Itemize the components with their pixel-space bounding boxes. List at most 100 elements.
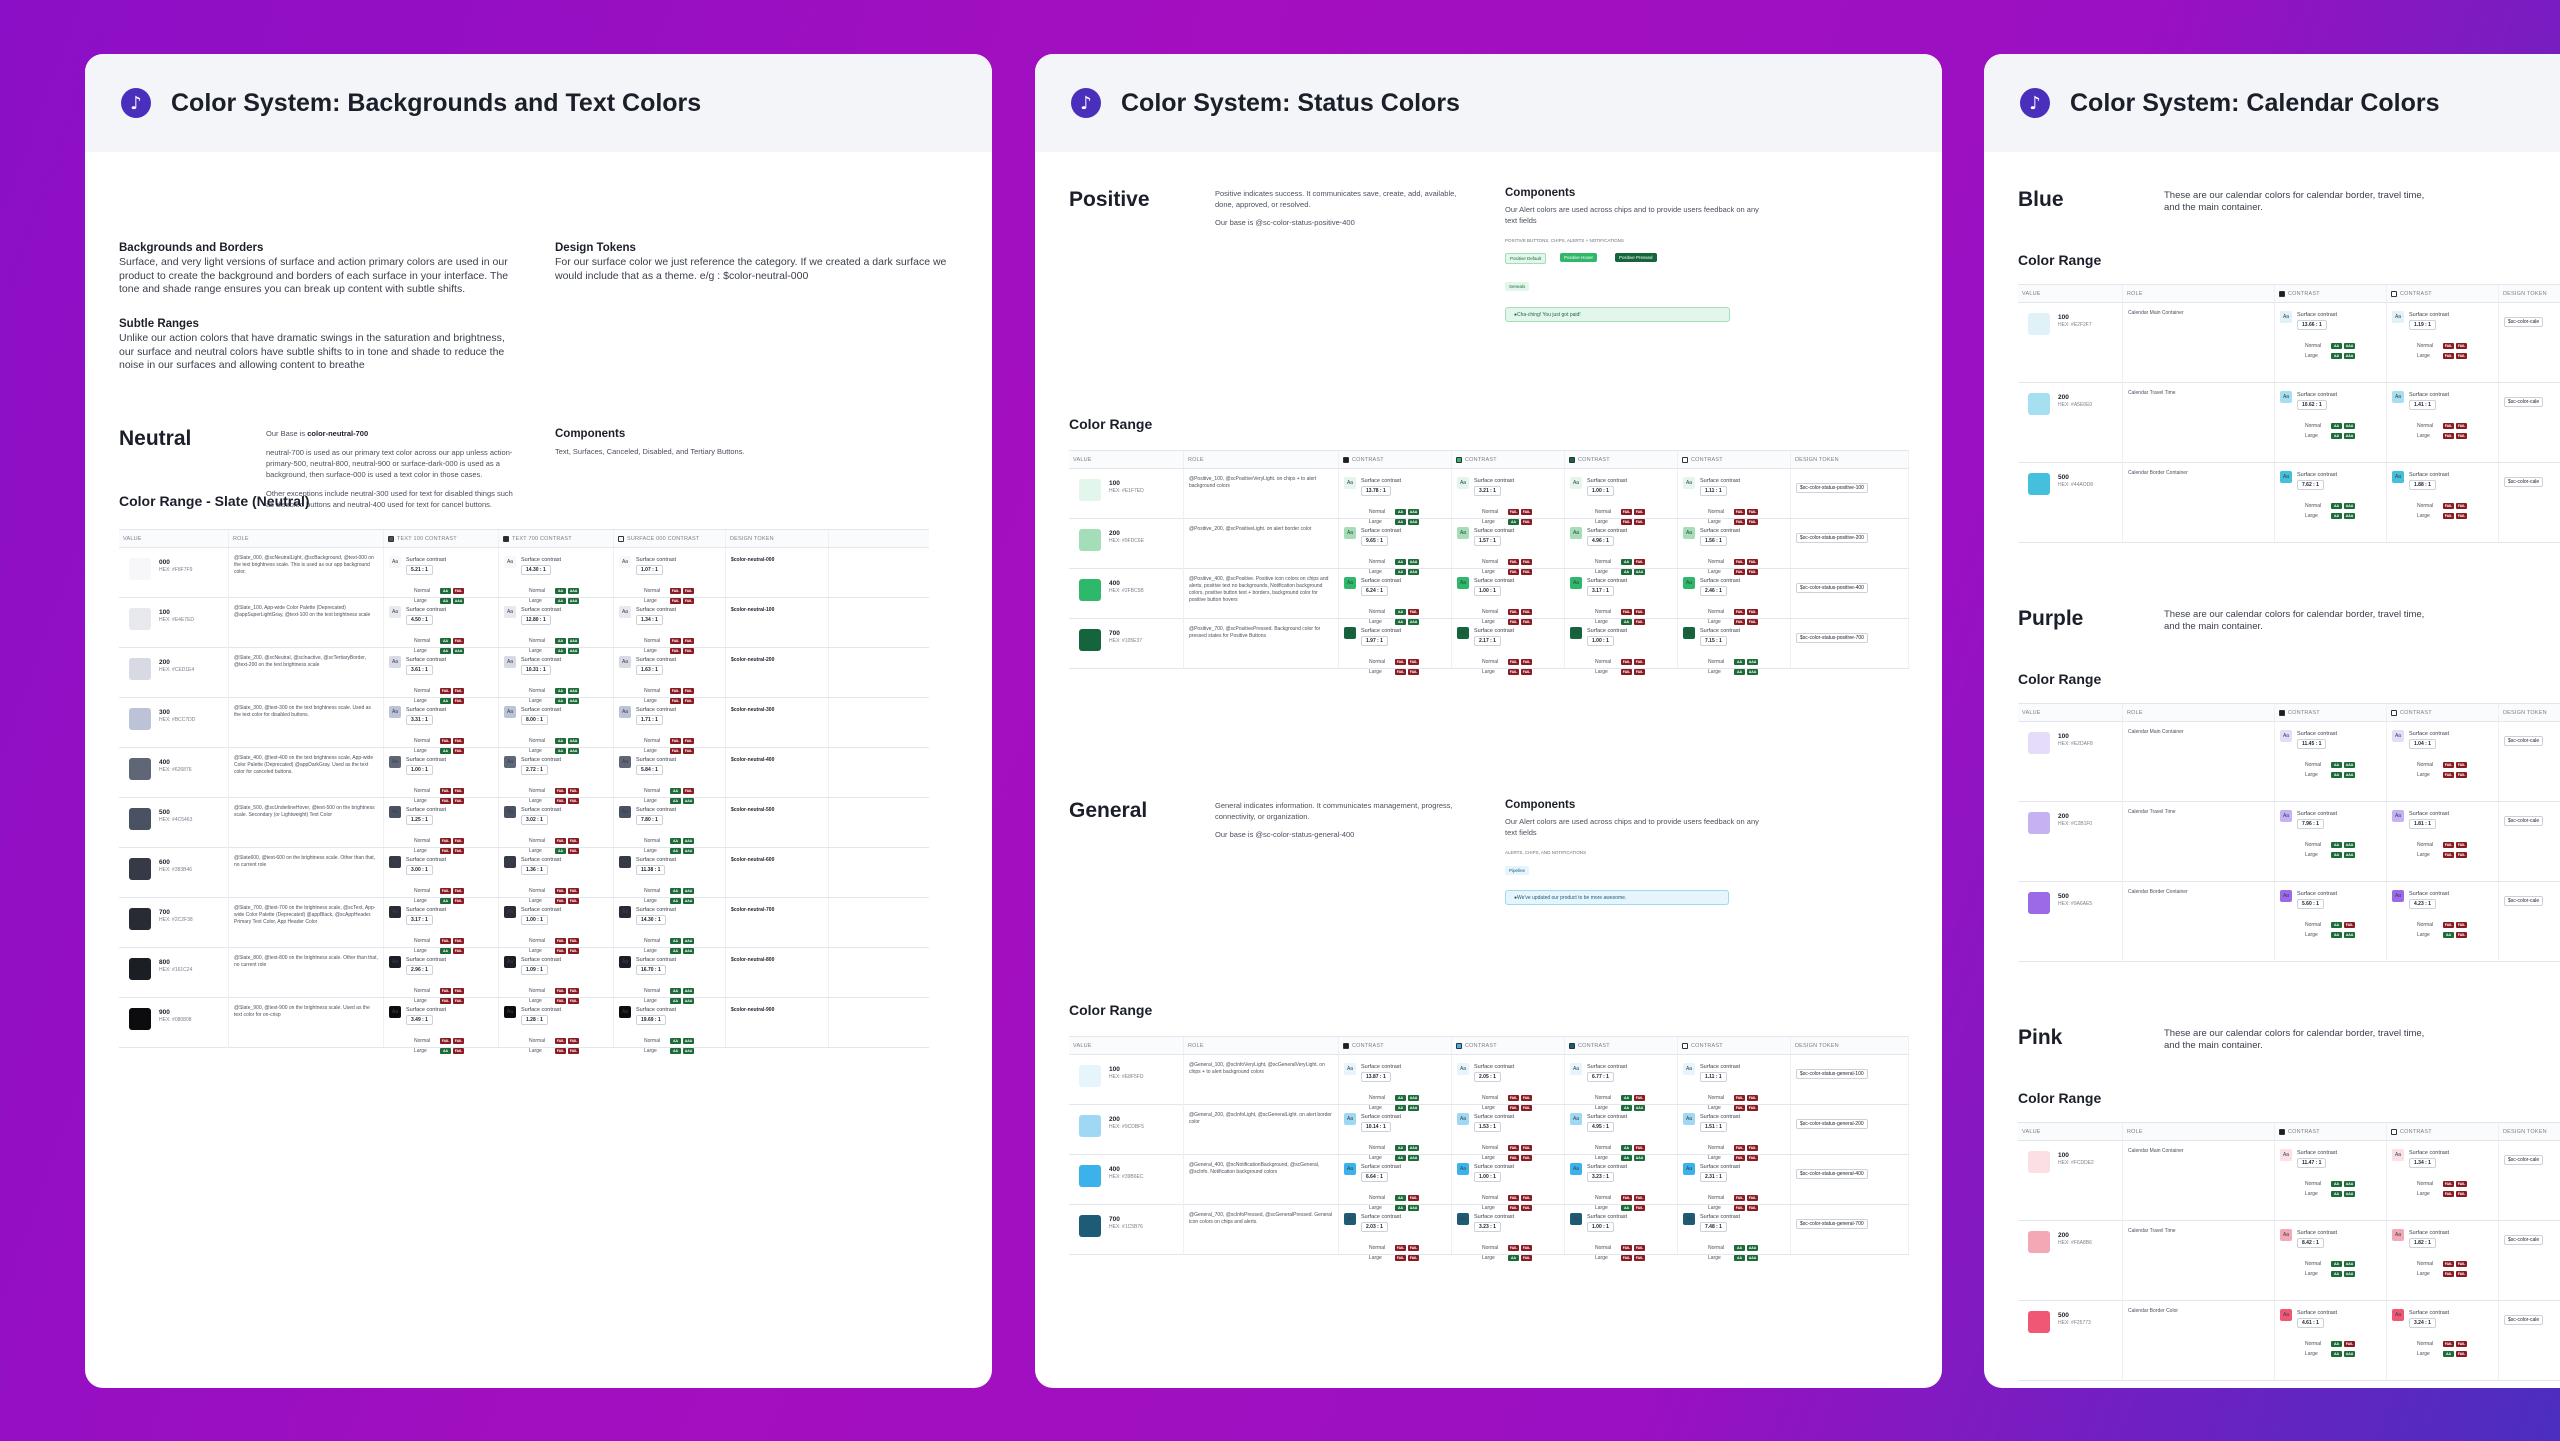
header-swatch [2279, 710, 2285, 716]
range-title: Color Range [1069, 1002, 1153, 1018]
wcag-badge: AA [555, 598, 566, 604]
normal-label: Normal [1708, 609, 1725, 615]
wcag-badge: AAA [568, 598, 579, 604]
wcag-badge: FAIL [2344, 1341, 2355, 1347]
wcag-badge: AAA [1747, 1245, 1758, 1251]
color-swatch [2028, 1231, 2050, 1253]
contrast-cell: Aa Surface contrast 13.66 : 1 Normal Large AA… [2275, 303, 2387, 382]
table-header-cell: SURFACE 000 CONTRAST [614, 530, 726, 547]
chip-positive-hover[interactable]: Positive Hover [1560, 253, 1598, 262]
color-swatch [1079, 579, 1101, 601]
shade-name: 200 [1109, 1116, 1120, 1123]
wcag-badge: FAIL [2443, 353, 2454, 359]
token-cell: $sc-color-status-general-200 [1791, 1105, 1909, 1154]
role-cell: @Slate_300, @text-300 on the text bright… [229, 698, 384, 747]
role-cell: @General_700, @scInfoPressed, @scGeneral… [1184, 1205, 1339, 1254]
wcag-badge: FAIL [2456, 513, 2467, 519]
wcag-badge: FAIL [1521, 519, 1532, 525]
wcag-badge: AA [2331, 842, 2342, 848]
chip-pipeline[interactable]: Pipeline [1505, 866, 1530, 875]
contrast-ratio: 5.60 : 1 [2297, 899, 2324, 909]
wcag-badge: AA [670, 898, 681, 904]
contrast-label: Surface contrast [406, 707, 447, 713]
table-header-cell: CONTRAST [1678, 1037, 1791, 1054]
page-title: Color System: Backgrounds and Text Color… [171, 88, 702, 117]
wcag-badge: FAIL [555, 788, 566, 794]
contrast-ratio: 14.30 : 1 [636, 915, 666, 925]
normal-label: Normal [1595, 1095, 1612, 1101]
design-token: $sc-color-cale [2504, 896, 2544, 906]
header-swatch [2391, 1129, 2397, 1135]
wcag-badge: AA [440, 898, 451, 904]
wcag-badge: FAIL [683, 648, 694, 654]
contrast-ratio: 5.21 : 1 [406, 565, 433, 575]
design-token: $color-neutral-000 [731, 557, 775, 563]
contrast-cell: Aa Surface contrast 4.95 : 1 Normal Large AA F… [1565, 1105, 1678, 1161]
wcag-badge: FAIL [440, 688, 451, 694]
wcag-badge: AA [1395, 559, 1406, 565]
contrast-swatch: Aa [2280, 391, 2292, 403]
contrast-label: Surface contrast [2297, 392, 2338, 398]
wcag-badge: AA [1734, 1245, 1745, 1251]
wcag-badge: AAA [1408, 519, 1419, 525]
wcag-badge: FAIL [1508, 669, 1519, 675]
token-cell: $sc-color-cale [2499, 1301, 2560, 1380]
wcag-badge: AA [2443, 1351, 2454, 1357]
wcag-badge: FAIL [2443, 1261, 2454, 1267]
value-cell: 700 HEX: #1C5B76 [1069, 1205, 1184, 1255]
table-row: 900 HEX: #080808 @Slate_900, @text-900 on … [119, 998, 929, 1054]
hex-value: HEX: #E8F5FD [1109, 1074, 1144, 1080]
wcag-badge: FAIL [1395, 1255, 1406, 1261]
contrast-ratio: 1.63 : 1 [636, 665, 663, 675]
contrast-ratio: 4.23 : 1 [2409, 899, 2436, 909]
role-cell: @Slate_800, @text-800 on the brightness … [229, 948, 384, 997]
contrast-label: Surface contrast [1587, 628, 1628, 634]
color-swatch [1079, 1065, 1101, 1087]
shade-name: 300 [159, 709, 170, 716]
chip-positive-default[interactable]: Positive Default [1505, 253, 1547, 264]
contrast-ratio: 4.50 : 1 [406, 615, 433, 625]
role-cell: @Slate_200, @scNeutral, @scInactive, @sc… [229, 648, 384, 697]
shade-name: 200 [1109, 530, 1120, 537]
hex-value: HEX: #E4E7ED [159, 617, 195, 623]
role-cell: @General_100, @scInfoVeryLight, @scGener… [1184, 1055, 1339, 1104]
wcag-badge: FAIL [1521, 609, 1532, 615]
header-swatch [1682, 1043, 1688, 1049]
wcag-badge: AA [1621, 1155, 1632, 1161]
normal-label: Normal [1369, 559, 1386, 565]
general-description: General indicates information. It commun… [1215, 801, 1453, 839]
wcag-badge: FAIL [453, 738, 464, 744]
wcag-badge: AAA [2344, 1181, 2355, 1187]
role-cell: Calendar Main Container [2123, 303, 2275, 382]
contrast-swatch: Aa [1683, 527, 1695, 539]
contrast-swatch: Aa [1344, 577, 1356, 589]
contrast-label: Surface contrast [2297, 472, 2338, 478]
token-cell: $color-neutral-100 [726, 598, 829, 647]
large-label: Large [2305, 1351, 2318, 1357]
contrast-label: Surface contrast [1700, 578, 1741, 584]
wcag-badge: FAIL [2456, 503, 2467, 509]
wcag-badge: FAIL [683, 788, 694, 794]
contrast-ratio: 1.56 : 1 [1700, 536, 1727, 546]
wcag-badge: FAIL [2456, 932, 2467, 938]
design-token: $sc-color-status-positive-100 [1796, 483, 1868, 493]
normal-label: Normal [1482, 609, 1499, 615]
normal-label: Normal [1482, 559, 1499, 565]
contrast-cell: Aa Surface contrast 11.45 : 1 Normal Large AA… [2275, 722, 2387, 801]
contrast-swatch: Aa [1683, 1213, 1695, 1225]
large-label: Large [414, 848, 427, 854]
hex-value: HEX: #CED1E4 [159, 667, 195, 673]
wcag-badge: FAIL [1621, 669, 1632, 675]
table-header-cell: CONTRAST [2275, 1123, 2387, 1140]
wcag-badge: AA [555, 698, 566, 704]
wcag-badge: FAIL [1408, 669, 1419, 675]
wcag-badge: AA [440, 1048, 451, 1054]
contrast-cell: Aa Surface contrast 6.24 : 1 Normal Large AA F… [1339, 569, 1452, 625]
wcag-badge: FAIL [453, 688, 464, 694]
chip-positive-pressed[interactable]: Positive Pressed [1615, 253, 1657, 262]
contrast-ratio: 8.00 : 1 [521, 715, 548, 725]
wcag-badge: FAIL [1521, 559, 1532, 565]
wcag-badge: FAIL [453, 898, 464, 904]
table-header-cell: VALUE [119, 530, 229, 547]
contrast-ratio: 1.00 : 1 [406, 765, 433, 775]
